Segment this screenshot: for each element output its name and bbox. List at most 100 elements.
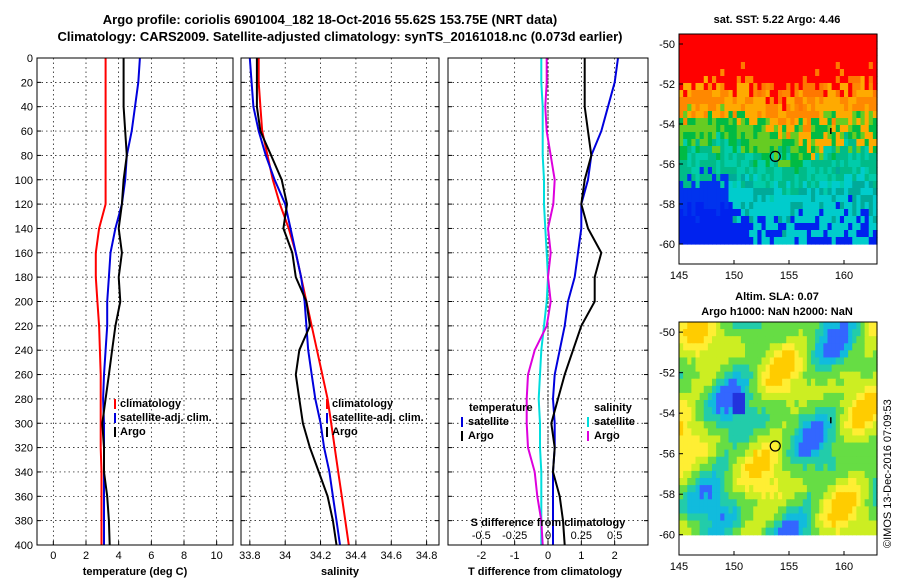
map-cell	[699, 463, 705, 472]
map-cell	[835, 400, 841, 408]
map-cell	[806, 527, 812, 536]
map-cell	[736, 118, 742, 126]
map-cell	[691, 442, 697, 451]
series-line-satellite-adj-clim-	[102, 57, 141, 545]
map-cell	[786, 513, 791, 522]
x-tick-label: 6	[148, 550, 154, 562]
map-cell	[728, 506, 734, 515]
map-cell	[872, 174, 878, 182]
map-cell	[856, 322, 862, 330]
map-cell	[827, 364, 833, 373]
map-cell	[844, 371, 849, 380]
map-cell	[790, 527, 796, 536]
map-cell	[811, 223, 816, 231]
map-cell	[868, 41, 874, 49]
map-cell	[745, 209, 750, 217]
map-cell	[778, 160, 783, 168]
map-cell	[724, 125, 730, 133]
map-cell	[707, 125, 713, 133]
map-cell	[712, 111, 717, 119]
map-cell	[769, 421, 775, 429]
map-cell	[860, 104, 866, 112]
y-tick-label: 20	[21, 77, 33, 89]
map-cell	[773, 478, 779, 486]
map-cell	[839, 167, 845, 175]
map-cell	[773, 55, 779, 63]
map-cell	[811, 485, 816, 493]
map-cell	[806, 118, 812, 126]
map-cell	[728, 322, 734, 330]
map-cell	[823, 132, 829, 140]
map-cell	[765, 527, 771, 536]
map-cell	[728, 62, 734, 70]
map-cell	[745, 55, 750, 63]
y-tick-label: 100	[15, 175, 33, 187]
map-cell	[815, 442, 820, 451]
map-cell	[736, 414, 742, 422]
map-cell	[844, 34, 849, 42]
map-cell	[687, 41, 692, 49]
map-cell	[745, 435, 750, 444]
map-cell	[856, 442, 862, 451]
map-cell	[691, 506, 697, 515]
map-cell	[815, 195, 820, 203]
map-cell	[679, 202, 684, 210]
map-cell	[827, 216, 833, 224]
map-cell	[724, 385, 730, 394]
map-cell	[790, 174, 796, 182]
map-cell	[683, 62, 688, 70]
map-cell	[778, 520, 783, 529]
map-cell	[707, 414, 713, 422]
map-cell	[695, 153, 701, 161]
map-cell	[699, 421, 705, 429]
map-cell	[757, 216, 763, 224]
map-cell	[823, 48, 829, 56]
map-cell	[736, 48, 742, 56]
map-cell	[864, 237, 870, 245]
map-cell	[765, 160, 771, 168]
map-cell	[745, 350, 750, 359]
map-cell	[786, 371, 791, 380]
map-cell	[695, 76, 701, 84]
map-cell	[811, 506, 816, 515]
map-cell	[695, 90, 701, 98]
map-cell	[786, 195, 791, 203]
map-cell	[794, 146, 800, 154]
map-cell	[679, 499, 684, 507]
map-cell	[852, 392, 857, 401]
map-cell	[679, 34, 684, 42]
map-cell	[819, 69, 824, 77]
map-cell	[773, 153, 779, 161]
map-cell	[732, 385, 738, 394]
map-cell	[707, 69, 713, 77]
map-cell	[835, 407, 841, 415]
map-cell	[736, 485, 742, 493]
map-cell	[736, 237, 742, 245]
map-cell	[757, 470, 763, 479]
map-cell	[844, 357, 849, 366]
map-cell	[732, 153, 738, 161]
map-cell	[707, 104, 713, 112]
map-cell	[683, 209, 688, 217]
map-cell	[740, 520, 746, 529]
map-cell	[811, 69, 816, 77]
map-cell	[806, 456, 812, 465]
map-cell	[695, 139, 701, 147]
map-cell	[778, 463, 783, 472]
map-cell	[806, 202, 812, 210]
map-cell	[782, 55, 787, 63]
map-cell	[782, 492, 787, 500]
map-cell	[691, 392, 697, 401]
map-cell	[811, 385, 816, 394]
map-cell	[687, 442, 692, 451]
map-cell	[827, 62, 833, 70]
map-cell	[852, 336, 857, 344]
map-cell	[736, 181, 742, 189]
map-cell	[868, 428, 874, 437]
map-cell	[724, 209, 730, 217]
series-line-argo	[255, 58, 338, 546]
map-cell	[856, 90, 862, 98]
map-cell	[782, 188, 787, 196]
map-cell	[749, 48, 754, 56]
